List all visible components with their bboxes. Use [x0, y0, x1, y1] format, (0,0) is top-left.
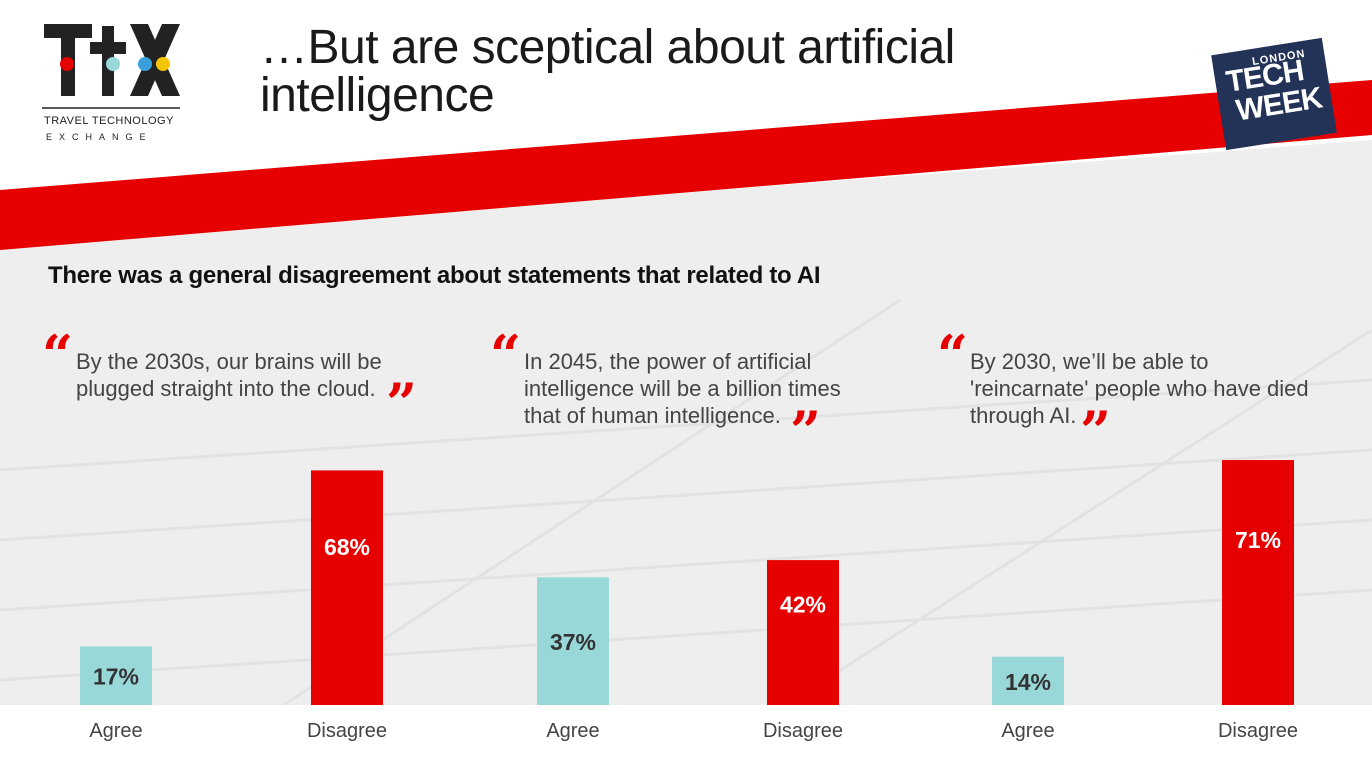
quote-1-line1: By the 2030s, our brains will be — [76, 349, 382, 374]
category-label: Agree — [89, 720, 142, 742]
disagree-bar — [767, 560, 839, 705]
ttx-logo: TRAVEL TECHNOLOGY EXCHANGE — [40, 20, 185, 145]
quote-2-line3: that of human intelligence. — [524, 403, 781, 428]
category-label: Agree — [546, 720, 599, 742]
ttx-logo-mark — [42, 24, 180, 109]
quote-1-line2: plugged straight into the cloud. — [76, 376, 376, 401]
category-label: Disagree — [307, 720, 387, 742]
chart-1: 17% Agree 68% Disagree — [80, 470, 387, 742]
category-label: Disagree — [763, 720, 843, 742]
quote-2: In 2045, the power of artificial intelli… — [524, 348, 841, 429]
agree-bar — [992, 656, 1064, 705]
agree-bar — [537, 577, 609, 705]
quote-3-line1: By 2030, we’ll be able to — [970, 349, 1209, 374]
bar-value-label: 68% — [324, 534, 370, 560]
quote-3-line2: 'reincarnate' people who have died — [970, 376, 1309, 401]
slide-subtitle: There was a general disagreement about s… — [48, 262, 821, 289]
red-stripe — [0, 80, 1372, 250]
chart-3: 14% Agree 71% Disagree — [992, 460, 1298, 742]
category-label: Agree — [1001, 720, 1054, 742]
quote-1: By the 2030s, our brains will be plugged… — [76, 348, 382, 402]
close-quote-icon: ” — [790, 399, 822, 463]
quote-2-line2: intelligence will be a billion times — [524, 376, 841, 401]
agree-bar — [80, 646, 152, 705]
open-quote-icon: “ — [490, 323, 522, 387]
bar-value-label: 14% — [1005, 669, 1051, 695]
disagree-bar — [1222, 460, 1294, 705]
quote-3-line3: through AI. — [970, 403, 1077, 428]
close-quote-icon: ” — [386, 371, 418, 435]
close-quote-icon: ” — [1080, 399, 1112, 463]
bar-value-label: 71% — [1235, 527, 1281, 553]
slide-title: …But are sceptical about artificial inte… — [260, 21, 955, 122]
quote-2-line1: In 2045, the power of artificial — [524, 349, 812, 374]
bar-value-label: 42% — [780, 591, 826, 617]
chart-2: 37% Agree 42% Disagree — [537, 560, 843, 742]
logo-text-line1: TRAVEL TECHNOLOGY — [44, 115, 174, 127]
category-label: Disagree — [1218, 720, 1298, 742]
bar-value-label: 17% — [93, 664, 139, 690]
bar-value-label: 37% — [550, 629, 596, 655]
open-quote-icon: “ — [937, 323, 969, 387]
open-quote-icon: “ — [42, 323, 74, 387]
disagree-bar — [311, 470, 383, 705]
quote-3: By 2030, we’ll be able to 'reincarnate' … — [970, 348, 1309, 429]
logo-text-line2: EXCHANGE — [46, 132, 153, 142]
